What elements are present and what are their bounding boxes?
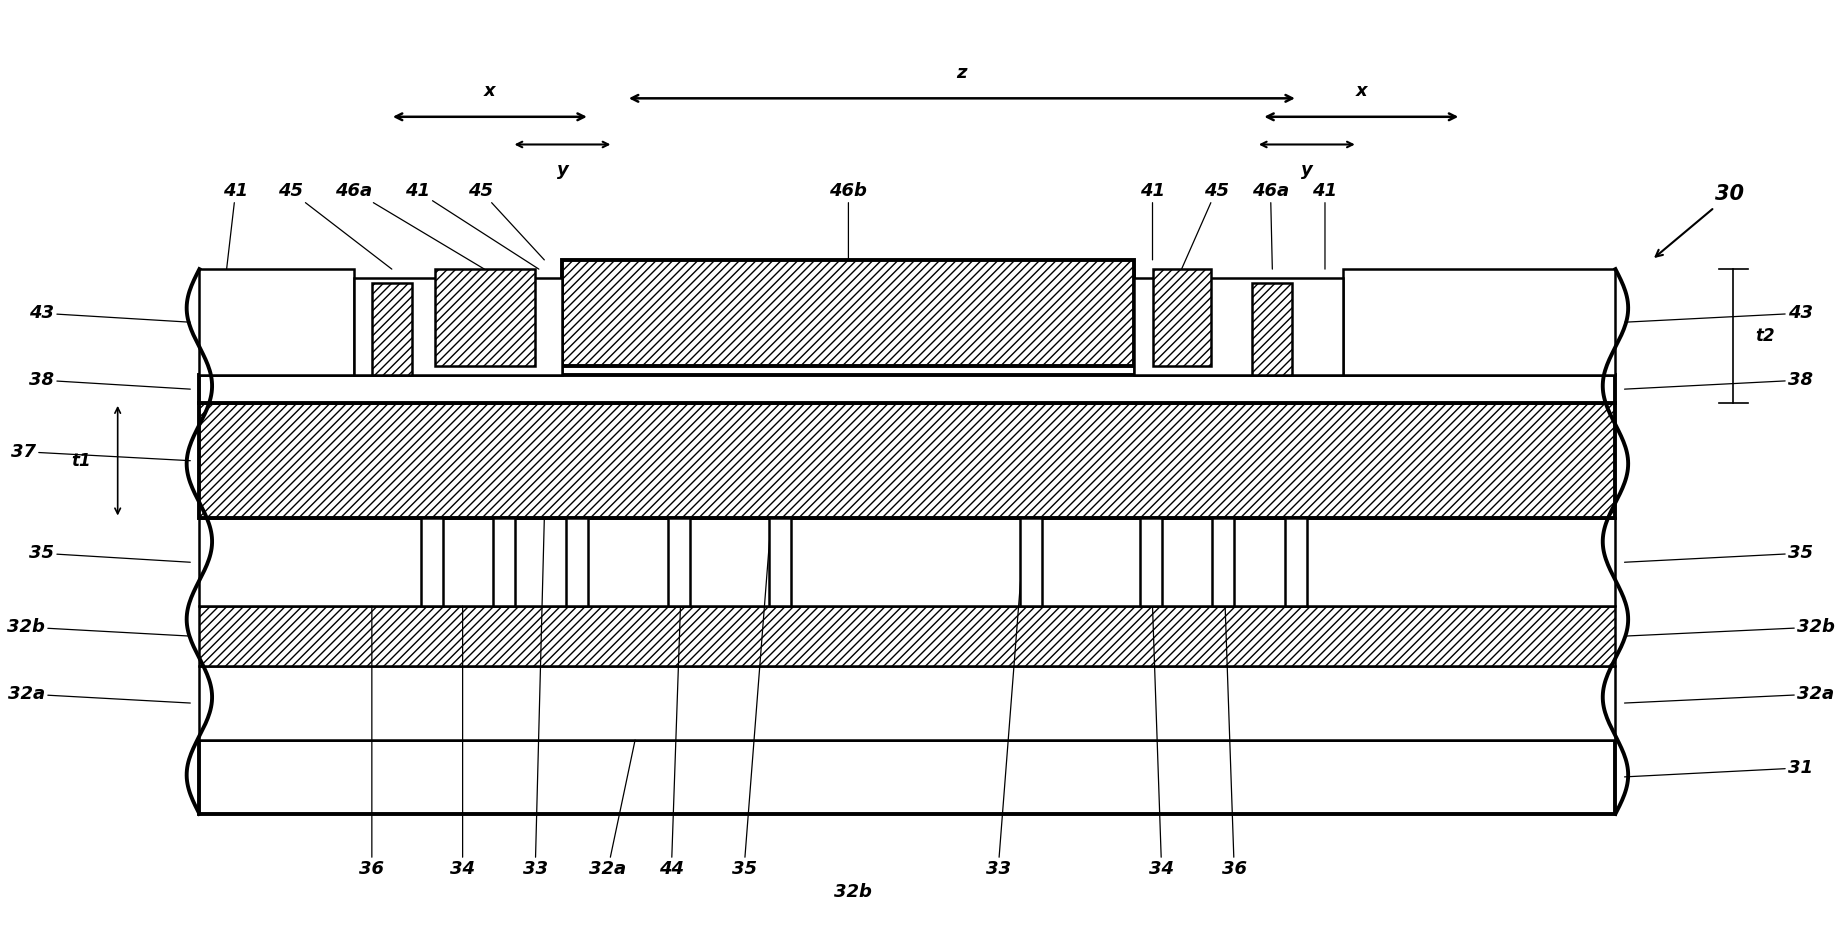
Text: 36: 36 [1223, 607, 1247, 878]
Bar [199, 607, 1615, 666]
Text: 30: 30 [1656, 184, 1744, 257]
Bar [1134, 279, 1342, 375]
Bar [199, 666, 1615, 740]
Bar [1342, 269, 1615, 375]
Text: 44: 44 [658, 607, 684, 878]
Text: 45: 45 [468, 181, 544, 260]
Text: 46a: 46a [336, 181, 485, 269]
Text: y: y [1302, 161, 1313, 179]
Bar [199, 519, 1615, 607]
Text: 46b: 46b [830, 181, 867, 260]
Text: 38: 38 [1625, 371, 1813, 389]
Text: 41: 41 [1140, 181, 1165, 260]
Text: 36: 36 [360, 607, 384, 878]
Bar [1252, 283, 1293, 375]
Text: 33: 33 [522, 519, 548, 878]
Text: 46a: 46a [1252, 181, 1289, 269]
Bar [199, 403, 1615, 519]
Text: 32b: 32b [7, 618, 190, 636]
Text: x: x [1355, 82, 1366, 100]
Bar [199, 740, 1615, 814]
Text: 45: 45 [278, 181, 391, 269]
Text: z: z [957, 64, 966, 81]
Text: 45: 45 [1182, 181, 1228, 269]
Bar [435, 269, 535, 366]
Bar [420, 519, 443, 607]
Bar [1152, 269, 1212, 366]
Bar [1020, 519, 1042, 607]
Bar [1285, 519, 1307, 607]
Text: 35: 35 [30, 544, 190, 562]
Text: 41: 41 [1313, 181, 1337, 269]
Text: 31: 31 [1625, 759, 1813, 777]
Text: 32b: 32b [833, 883, 872, 901]
Bar [769, 519, 791, 607]
Text: 41: 41 [223, 181, 249, 269]
Text: 32a: 32a [1625, 685, 1835, 703]
Text: 41: 41 [404, 181, 538, 269]
Bar [372, 283, 411, 375]
Text: 34: 34 [1149, 607, 1175, 878]
Text: t2: t2 [1755, 327, 1776, 345]
Text: y: y [557, 161, 568, 179]
Bar [354, 279, 562, 375]
Text: 38: 38 [30, 371, 190, 389]
Bar [668, 519, 690, 607]
Bar [199, 269, 354, 375]
Text: 34: 34 [450, 607, 476, 878]
Bar [199, 375, 1615, 403]
Text: t1: t1 [70, 452, 90, 469]
Text: 37: 37 [11, 443, 190, 461]
Text: 43: 43 [1625, 305, 1813, 322]
Text: 32a: 32a [590, 740, 634, 878]
Bar [1140, 519, 1162, 607]
Text: 33: 33 [987, 519, 1025, 878]
Text: 32a: 32a [7, 685, 190, 703]
Text: 35: 35 [1625, 544, 1813, 562]
Bar [566, 519, 588, 607]
Bar [562, 260, 1134, 366]
Bar [494, 519, 514, 607]
Text: 32b: 32b [1625, 618, 1835, 636]
Text: 35: 35 [732, 519, 771, 878]
Text: x: x [483, 82, 496, 100]
Bar [1212, 519, 1234, 607]
Text: 43: 43 [30, 305, 190, 322]
